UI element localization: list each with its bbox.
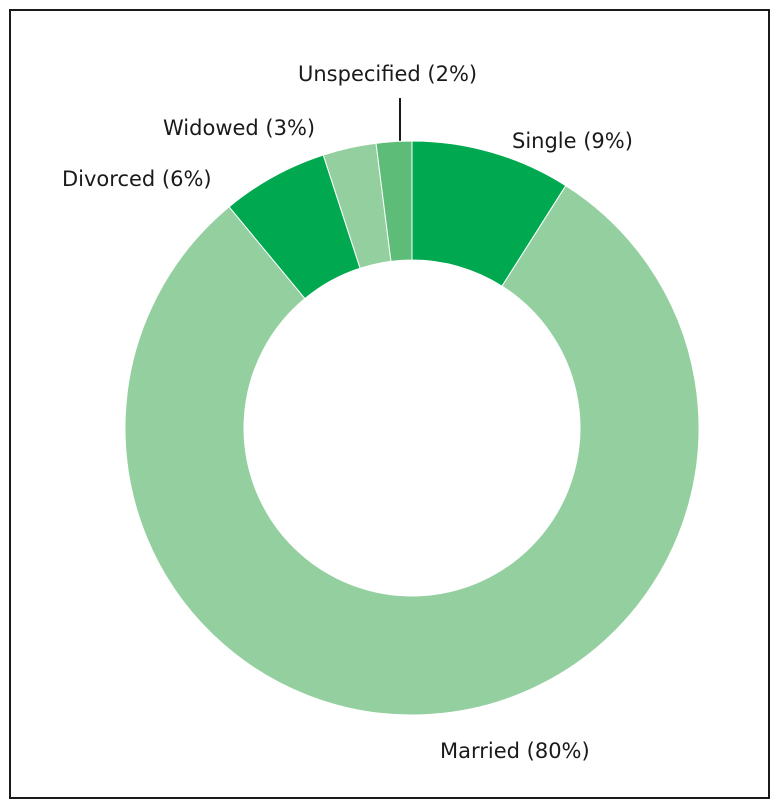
donut-slice xyxy=(375,140,413,262)
slice-label: Married (80%) xyxy=(440,739,590,763)
donut-slice xyxy=(124,184,700,716)
slice-label: Single (9%) xyxy=(512,129,633,153)
slice-label: Widowed (3%) xyxy=(163,116,315,140)
slice-label: Divorced (6%) xyxy=(62,167,212,191)
slice-label: Unspecified (2%) xyxy=(298,62,477,86)
